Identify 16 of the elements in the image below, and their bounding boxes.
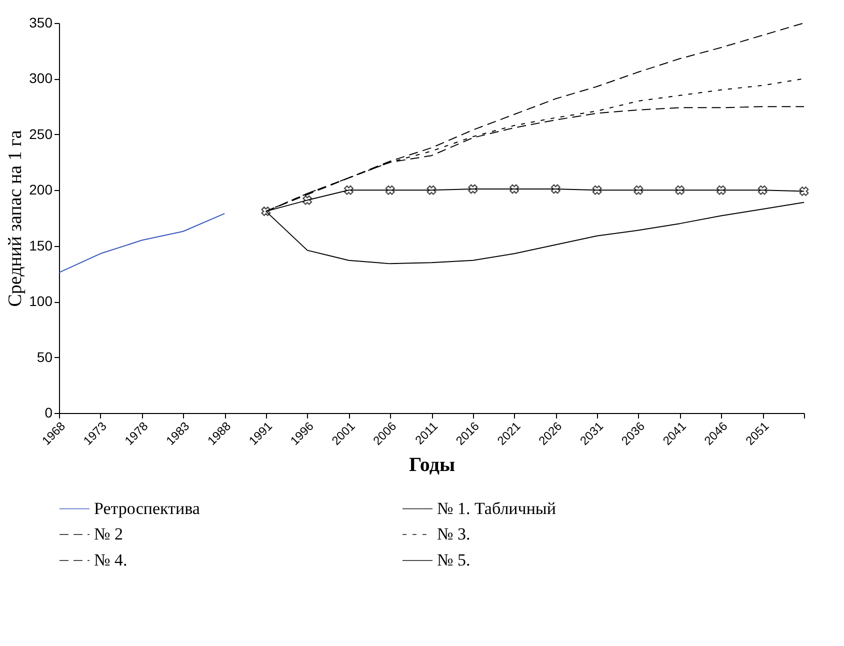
legend-label: № 1. Табличный xyxy=(437,498,556,518)
y-axis-title: Средний запас на 1 га xyxy=(5,130,26,307)
legend-label: № 4. xyxy=(94,550,128,570)
legend-label: № 5. xyxy=(437,550,470,570)
legend-label: № 2 xyxy=(94,524,123,544)
y-tick-label: 250 xyxy=(29,126,53,142)
y-tick-label: 150 xyxy=(29,237,53,254)
y-tick-label: 100 xyxy=(29,293,53,310)
y-tick-label: 50 xyxy=(36,348,53,365)
y-tick-label: 0 xyxy=(44,404,53,420)
y-tick-label: 200 xyxy=(29,182,53,198)
x-axis-title: Годы xyxy=(408,454,456,476)
y-tick-label: 300 xyxy=(29,70,53,86)
y-tick-label: 350 xyxy=(29,14,53,30)
legend-label: № 3. xyxy=(437,524,470,544)
legend-label: Ретроспектива xyxy=(94,498,200,518)
